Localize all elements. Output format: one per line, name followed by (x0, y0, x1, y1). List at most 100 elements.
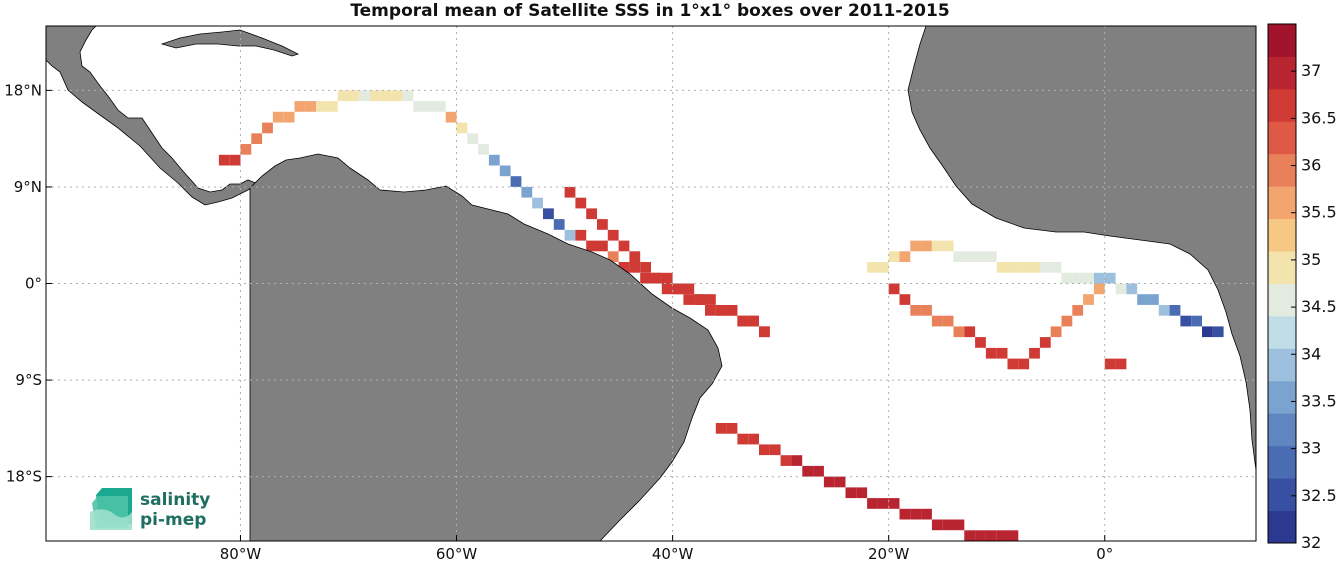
sss-cell (305, 101, 317, 112)
sss-cell (877, 498, 889, 509)
sss-cell (1126, 283, 1138, 295)
sss-cell (380, 90, 392, 102)
sss-cell (975, 251, 986, 262)
x-axis-ticks: 80°W 60°W 40°W 20°W 0° (220, 535, 1113, 563)
sss-cell (942, 519, 954, 531)
colorbar-frame (1267, 23, 1297, 544)
sss-cell (1202, 326, 1213, 338)
sss-cells (218, 90, 1224, 541)
sss-cell (607, 251, 619, 262)
sss-cell (661, 283, 673, 295)
sss-cell (240, 144, 252, 155)
sss-cell (823, 476, 835, 488)
sss-cell (737, 315, 749, 327)
sss-cell (856, 487, 868, 499)
sss-cell (953, 519, 965, 531)
sss-cell (1093, 272, 1105, 284)
sss-cell (910, 305, 922, 316)
sss-cell (651, 272, 662, 284)
sss-cell (996, 347, 1008, 359)
sss-cell (964, 326, 976, 338)
sss-cell (1137, 294, 1148, 305)
sss-cell (910, 240, 922, 252)
sss-cell (597, 219, 608, 230)
y-tick-label: 0° (25, 275, 42, 293)
south-america-land (249, 153, 723, 541)
colorbar-swatch (1268, 413, 1296, 447)
sss-cell (1039, 262, 1051, 273)
logo-icon (90, 488, 132, 530)
colorbar-swatch (1268, 56, 1296, 90)
land-masses (46, 26, 1256, 541)
central-america-land (46, 26, 259, 206)
sss-cell (931, 315, 943, 327)
colorbar-swatch (1268, 251, 1296, 284)
sss-cell (1029, 262, 1040, 273)
sss-cell (564, 186, 576, 198)
sss-cell (845, 487, 857, 499)
sss-cell (532, 197, 543, 209)
x-tick-label: 0° (1096, 545, 1113, 563)
sss-cell (1083, 272, 1094, 284)
sss-cell (1039, 337, 1051, 348)
sss-cell (597, 240, 608, 252)
sss-cell (1104, 358, 1116, 370)
sss-cell (521, 186, 533, 198)
sss-cell (780, 455, 792, 466)
sss-cell (705, 305, 716, 316)
colorbar-swatch (1268, 218, 1296, 252)
sss-cell (899, 251, 911, 262)
sss-cell (661, 272, 673, 284)
sss-cell (434, 101, 446, 112)
sss-cell (348, 90, 360, 102)
x-tick-label: 20°W (868, 545, 910, 563)
sss-cell (964, 530, 976, 541)
colorbar-swatch (1268, 153, 1296, 187)
sss-cell (1191, 315, 1202, 327)
colorbar-tick-label: 35 (1301, 250, 1321, 269)
colorbar-tick-label: 35.5 (1301, 203, 1337, 222)
x-tick-label: 80°W (220, 545, 262, 563)
sss-cell (931, 519, 943, 531)
sss-cell (262, 122, 273, 134)
sss-cell (759, 444, 770, 456)
cuba-land (160, 29, 300, 57)
sss-cell (564, 229, 576, 241)
x-tick-label: 60°W (436, 545, 478, 563)
sss-cell (931, 240, 943, 252)
sss-cell (575, 229, 587, 241)
sss-cell (888, 283, 900, 295)
chart-title: Temporal mean of Satellite SSS in 1°x1° … (350, 1, 949, 21)
sss-cell (975, 337, 986, 348)
colorbar-swatch (1268, 348, 1296, 382)
sss-cell (607, 229, 619, 241)
sss-cell (1018, 358, 1030, 370)
sss-cell (748, 433, 759, 445)
sss-cell (759, 326, 770, 338)
colorbar-tick-label: 34 (1301, 344, 1321, 363)
sss-cell (683, 294, 695, 305)
colorbar-swatch (1268, 24, 1296, 57)
sss-cell (813, 465, 824, 477)
sss-cell (1018, 262, 1030, 273)
sss-cell (683, 283, 695, 295)
sss-cell (834, 476, 846, 488)
sss-cell (1115, 283, 1127, 295)
colorbar-tick-label: 32 (1301, 533, 1321, 552)
sss-cell (294, 101, 306, 112)
sss-cell (964, 251, 976, 262)
sss-cell (802, 465, 814, 477)
colorbar-swatch (1268, 186, 1296, 220)
colorbar-tick-label: 33.5 (1301, 391, 1337, 410)
colorbar-tick-label: 32.5 (1301, 486, 1337, 505)
logo-text-line2: pi-mep (140, 510, 206, 530)
sss-cell (888, 251, 900, 262)
sss-cell (1072, 305, 1084, 316)
sss-cell (996, 530, 1008, 541)
sss-cell (359, 90, 371, 102)
africa-land (907, 26, 1256, 471)
salinity-pi-mep-logo: salinity pi-mep (90, 488, 210, 530)
sss-cell (975, 530, 986, 541)
sss-cell (748, 315, 759, 327)
sss-cell (1115, 358, 1127, 370)
